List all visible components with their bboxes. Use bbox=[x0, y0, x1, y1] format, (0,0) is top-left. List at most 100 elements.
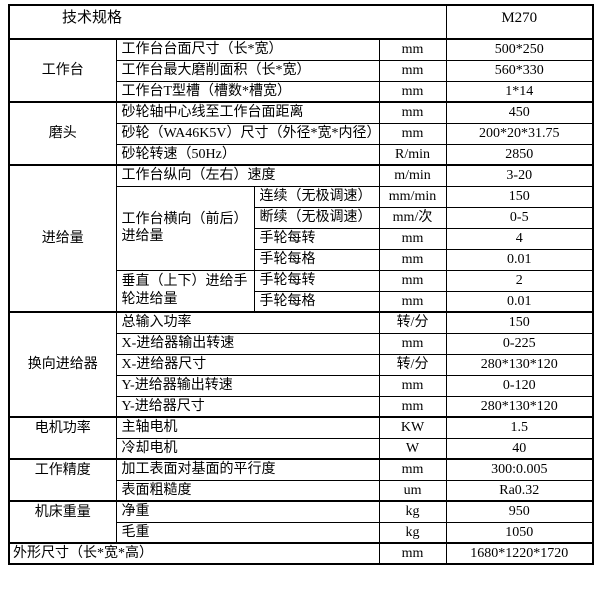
spec-value-cell: 150 bbox=[445, 311, 594, 334]
table-title: 技术规格 bbox=[8, 4, 447, 40]
spec-value-cell: 2850 bbox=[445, 143, 594, 166]
group-cell-machine-weight: 机床重量 bbox=[8, 500, 117, 544]
spec-item-cell: 总输入功率 bbox=[115, 311, 380, 334]
spec-value-cell: 40 bbox=[445, 437, 594, 460]
group-cell-reversing-feeder: 换向进给器 bbox=[8, 311, 117, 418]
spec-unit-cell: um bbox=[378, 479, 447, 502]
spec-value-cell: 300:0.005 bbox=[445, 458, 594, 481]
spec-unit-cell: mm bbox=[378, 374, 447, 397]
spec-value-cell: 500*250 bbox=[445, 38, 594, 61]
spec-value-cell: 1.5 bbox=[445, 416, 594, 439]
spec-value-cell: 1*14 bbox=[445, 80, 594, 103]
spec-value-cell: 0-120 bbox=[445, 374, 594, 397]
spec-item-cell: Y-进给器输出转速 bbox=[115, 374, 380, 397]
spec-unit-cell: mm bbox=[378, 248, 447, 271]
spec-value-cell: Ra0.32 bbox=[445, 479, 594, 502]
spec-value-cell: 1680*1220*1720 bbox=[445, 542, 594, 565]
spec-unit-cell: KW bbox=[378, 416, 447, 439]
spec-unit-cell: mm bbox=[378, 227, 447, 250]
spec-item-cell: 主轴电机 bbox=[115, 416, 380, 439]
spec-unit-cell: m/min bbox=[378, 164, 447, 187]
spec-unit-cell: mm bbox=[378, 290, 447, 313]
subgroup-cell-vertical-feed: 垂直（上下）进给手轮进给量 bbox=[115, 269, 255, 313]
spec-item-cell: 冷却电机 bbox=[115, 437, 380, 460]
spec-item-cell: 表面粗糙度 bbox=[115, 479, 380, 502]
spec-unit-cell: 转/分 bbox=[378, 311, 447, 334]
spec-unit-cell: R/min bbox=[378, 143, 447, 166]
spec-item-cell: 砂轮（WA46K5V）尺寸（外径*宽*内径） bbox=[115, 122, 380, 145]
table-row: 电机功率 主轴电机 KW 1.5 bbox=[8, 416, 594, 460]
spec-value-cell: 1050 bbox=[445, 521, 594, 544]
spec-value-cell: 0.01 bbox=[445, 248, 594, 271]
spec-item-cell: 手轮每格 bbox=[253, 248, 380, 271]
spec-unit-cell: mm/min bbox=[378, 185, 447, 208]
table-row: 工作精度 加工表面对基面的平行度 mm 300:0.005 bbox=[8, 458, 594, 502]
table-row: 磨头 砂轮轴中心线至工作台面距离 mm 450 bbox=[8, 101, 594, 166]
table-row: 冷却电机 W 40 bbox=[9, 437, 594, 460]
spec-unit-cell: mm/次 bbox=[378, 206, 447, 229]
table-row: 工作台 工作台台面尺寸（长*宽） mm 500*250 bbox=[8, 38, 594, 103]
spec-value-cell: 450 bbox=[445, 101, 594, 124]
spec-item-cell: 手轮每转 bbox=[253, 269, 380, 292]
spec-item-cell-overall-dimensions: 外形尺寸（长*宽*高） bbox=[8, 542, 380, 565]
group-cell-motor-power: 电机功率 bbox=[8, 416, 117, 460]
group-cell-worktable: 工作台 bbox=[8, 38, 117, 103]
spec-value-cell: 0.01 bbox=[445, 290, 594, 313]
spec-unit-cell: kg bbox=[378, 500, 447, 523]
spec-item-cell: 砂轮轴中心线至工作台面距离 bbox=[115, 101, 380, 124]
spec-value-cell: 200*20*31.75 bbox=[445, 122, 594, 145]
group-cell-work-accuracy: 工作精度 bbox=[8, 458, 117, 502]
spec-value-cell: 560*330 bbox=[445, 59, 594, 82]
spec-item-cell: 手轮每转 bbox=[253, 227, 380, 250]
table-row: 手轮每转 mm 4 bbox=[9, 227, 594, 250]
spec-unit-cell: mm bbox=[378, 395, 447, 418]
table-row: 工作台T型槽（槽数*槽宽） mm 1*14 bbox=[9, 80, 594, 103]
spec-item-cell: 连续（无极调速） bbox=[253, 185, 380, 208]
table-row: 手轮每格 mm 0.01 bbox=[9, 248, 594, 271]
spec-item-cell: 工作台纵向（左右）速度 bbox=[115, 164, 380, 187]
table-row: Y-进给器输出转速 mm 0-120 bbox=[9, 374, 594, 397]
subgroup-cell-cross-feed: 工作台横向（前后）进给量 bbox=[115, 185, 255, 271]
spec-item-cell: 工作台T型槽（槽数*槽宽） bbox=[115, 80, 380, 103]
table-row: 机床重量 净重 kg 950 bbox=[8, 500, 594, 544]
spec-table: 技术规格 M270 工作台 工作台台面尺寸（长*宽） mm 500*250 工作… bbox=[8, 4, 595, 565]
spec-value-cell: 0-5 bbox=[445, 206, 594, 229]
spec-value-cell: 150 bbox=[445, 185, 594, 208]
spec-unit-cell: mm bbox=[378, 59, 447, 82]
spec-value-cell: 2 bbox=[445, 269, 594, 292]
spec-unit-cell: mm bbox=[378, 332, 447, 355]
model-value: M270 bbox=[445, 4, 594, 40]
spec-item-cell: 手轮每格 bbox=[253, 290, 380, 313]
spec-value-cell: 0-225 bbox=[445, 332, 594, 355]
spec-item-cell: X-进给器尺寸 bbox=[115, 353, 380, 376]
spec-unit-cell: mm bbox=[378, 38, 447, 61]
spec-value-cell: 3-20 bbox=[445, 164, 594, 187]
table-row: 断续（无极调速） mm/次 0-5 bbox=[9, 206, 594, 229]
spec-item-cell: Y-进给器尺寸 bbox=[115, 395, 380, 418]
spec-item-cell: X-进给器输出转速 bbox=[115, 332, 380, 355]
group-cell-feed: 进给量 bbox=[8, 164, 117, 313]
table-row: 砂轮转速（50Hz） R/min 2850 bbox=[9, 143, 594, 166]
table-row: 外形尺寸（长*宽*高） mm 1680*1220*1720 bbox=[8, 542, 594, 565]
spec-unit-cell: mm bbox=[378, 458, 447, 481]
spec-value-cell: 950 bbox=[445, 500, 594, 523]
group-cell-grinding-head: 磨头 bbox=[8, 101, 117, 166]
spec-unit-cell: W bbox=[378, 437, 447, 460]
spec-unit-cell: 转/分 bbox=[378, 353, 447, 376]
spec-unit-cell: mm bbox=[378, 122, 447, 145]
spec-unit-cell: mm bbox=[378, 101, 447, 124]
table-header-row: 技术规格 M270 bbox=[8, 4, 594, 40]
spec-item-cell: 砂轮转速（50Hz） bbox=[115, 143, 380, 166]
spec-value-cell: 4 bbox=[445, 227, 594, 250]
table-row: 进给量 工作台纵向（左右）速度 m/min 3-20 bbox=[8, 164, 594, 313]
spec-item-cell: 加工表面对基面的平行度 bbox=[115, 458, 380, 481]
spec-item-cell: 断续（无极调速） bbox=[253, 206, 380, 229]
spec-item-cell: 工作台台面尺寸（长*宽） bbox=[115, 38, 380, 61]
table-row: X-进给器输出转速 mm 0-225 bbox=[9, 332, 594, 355]
spec-value-cell: 280*130*120 bbox=[445, 353, 594, 376]
spec-unit-cell: mm bbox=[378, 542, 447, 565]
spec-value-cell: 280*130*120 bbox=[445, 395, 594, 418]
table-row: 手轮每格 mm 0.01 bbox=[9, 290, 594, 313]
spec-item-cell: 毛重 bbox=[115, 521, 380, 544]
spec-unit-cell: mm bbox=[378, 80, 447, 103]
